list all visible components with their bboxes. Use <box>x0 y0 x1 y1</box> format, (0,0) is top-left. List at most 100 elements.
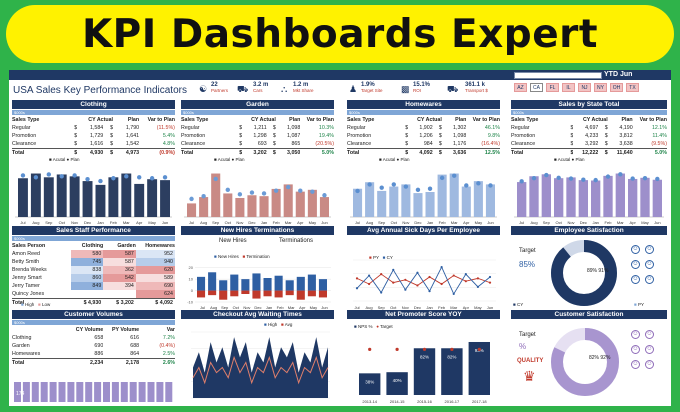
data-point <box>464 280 467 283</box>
smiley-icon: ☺ <box>631 360 640 369</box>
chart-sick: Jul Aug Sep Oct Nov Dec Jan Feb Mar Apr May Jun <box>353 259 496 310</box>
panel-header-hires: New Hires Terminations <box>181 226 334 235</box>
data-point <box>416 271 419 274</box>
plan-point <box>310 189 315 194</box>
plan-point <box>439 175 445 181</box>
table-header-cell: Sales Person <box>12 243 46 249</box>
table-cell: 620 <box>135 266 175 274</box>
state-button-il[interactable]: IL <box>562 83 575 92</box>
sub-homewares: $000s <box>347 110 500 115</box>
state-button-fl[interactable]: FL <box>546 83 559 92</box>
table-cell: 616 <box>130 335 140 341</box>
table-cell: 2.5% <box>162 351 175 357</box>
chart-volumes-mini: 174 <box>14 382 173 402</box>
tick-label: May <box>641 220 649 225</box>
table-cell: 624 <box>135 290 175 298</box>
data-point <box>355 287 359 290</box>
table-cell: 1,584 <box>89 125 104 131</box>
table-cell: 5.4% <box>162 133 175 139</box>
kpi-transport: 361.1 k Transport $ <box>465 82 488 93</box>
table-row: Total $3,202 $3,050 5.0% <box>181 148 334 156</box>
bar <box>211 173 221 217</box>
tick-label: Aug <box>32 220 39 225</box>
state-button-ca[interactable]: CA <box>530 83 543 92</box>
tick-label: Jan <box>97 220 103 225</box>
sub-volumes: $000s <box>12 320 175 325</box>
table-cell: (16.4%) <box>481 141 500 147</box>
table-header-cell: PY Volume <box>111 327 140 333</box>
plan-point <box>415 187 421 193</box>
tick-label: May <box>474 305 482 310</box>
table-cell: $ <box>438 150 442 156</box>
table-row: Total 2,234 2,178 2.6% <box>12 358 175 366</box>
legend-hires: ■ New Hires ■ Termination <box>214 254 270 259</box>
table-cell: (11.5%) <box>156 125 175 131</box>
tick-label: Feb <box>438 305 446 310</box>
table-cell: Promotion <box>511 133 536 139</box>
state-button-ny[interactable]: NY <box>594 83 607 92</box>
hires-right-label: Terminations <box>279 238 314 244</box>
tick-label: May <box>310 305 318 310</box>
smiley-icon: ☺ <box>645 360 654 369</box>
target-point <box>477 347 481 351</box>
table-cell: $ <box>438 125 442 131</box>
bar <box>247 195 257 217</box>
banner: KPI Dashboards Expert <box>6 5 674 63</box>
tick-label: Jul <box>355 220 360 225</box>
bar <box>67 382 75 402</box>
kpi-cars: 3.2 m Cars <box>253 82 269 93</box>
table-row: Jerry Tamer 849 394 690 <box>12 282 175 290</box>
table-header-cell: Plan <box>289 117 301 123</box>
table-cell: $ <box>110 141 114 147</box>
table-header: Sales Type CY Actual Plan Var to Plan <box>511 116 667 124</box>
table-cell: 5.0% <box>654 150 667 156</box>
bar <box>318 279 327 291</box>
state-button-oh[interactable]: OH <box>610 83 623 92</box>
target-point <box>368 347 372 351</box>
table-cell: $ <box>272 125 276 131</box>
custsat-target-label: Target <box>519 332 536 338</box>
tick-label: Sep <box>221 305 229 310</box>
table-cell: 952 <box>135 250 175 258</box>
bar <box>319 197 329 217</box>
bar <box>425 192 435 217</box>
data-point <box>380 273 383 276</box>
bar <box>554 178 564 217</box>
tick-label: 2015-16 <box>417 399 432 404</box>
table-header: Sales Person Clothing Garden Homewares <box>12 242 175 250</box>
table-cell: Total <box>511 150 524 156</box>
tick-label: Feb <box>605 220 613 225</box>
table-cell: $ <box>239 141 243 147</box>
table-cell: $ <box>604 125 608 131</box>
bar <box>578 180 588 217</box>
data-point <box>452 274 455 277</box>
bar <box>285 280 294 291</box>
state-button-nj[interactable]: NJ <box>578 83 591 92</box>
state-button-az[interactable]: AZ <box>514 83 527 92</box>
period-label: YTD Jun <box>604 71 633 78</box>
table-cell: 10.3% <box>318 125 334 131</box>
tick-label: Jan <box>266 305 272 310</box>
tick-label: 2017-18 <box>472 399 487 404</box>
data-point <box>367 282 371 286</box>
table-cell: 4,697 <box>585 125 599 131</box>
plan-point <box>213 176 218 182</box>
car-icon: ⛟ <box>237 84 249 94</box>
bar <box>187 203 197 217</box>
period-select[interactable] <box>514 72 602 79</box>
bar <box>386 372 408 395</box>
state-button-tx[interactable]: TX <box>626 83 639 92</box>
bar <box>197 290 206 298</box>
table-header-cell: Var to Plan <box>306 117 334 123</box>
table-cell: Amon Reed <box>12 251 40 257</box>
table-row: Promotion $4,233 $3,812 11.4% <box>511 132 667 140</box>
bar <box>14 382 21 402</box>
tick-label: Jun <box>321 220 327 225</box>
bar <box>69 176 80 217</box>
table-cell: Total <box>12 150 25 156</box>
table-row: Clearance $693 $865 (20.5%) <box>181 140 334 148</box>
bar <box>223 193 233 217</box>
tick-label: Apr <box>463 305 470 310</box>
tick-label: 20 <box>189 265 194 270</box>
table-row: Brenda Weeks 838 362 620 <box>12 266 175 274</box>
